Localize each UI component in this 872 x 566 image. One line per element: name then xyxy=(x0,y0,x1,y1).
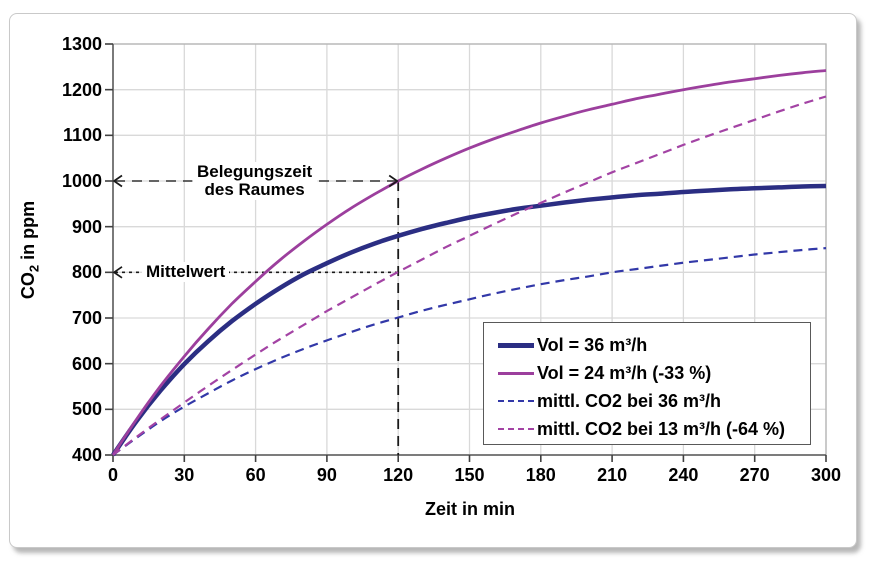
series-line-3 xyxy=(112,95,827,456)
series-line-1 xyxy=(111,69,827,456)
mittelwert-left-arrowhead xyxy=(112,266,123,279)
series-line-2 xyxy=(112,247,827,456)
belegungszeit-left-arrowhead xyxy=(112,174,123,188)
belegungszeit-right-arrowhead xyxy=(388,174,399,188)
series-line-0 xyxy=(111,183,827,457)
